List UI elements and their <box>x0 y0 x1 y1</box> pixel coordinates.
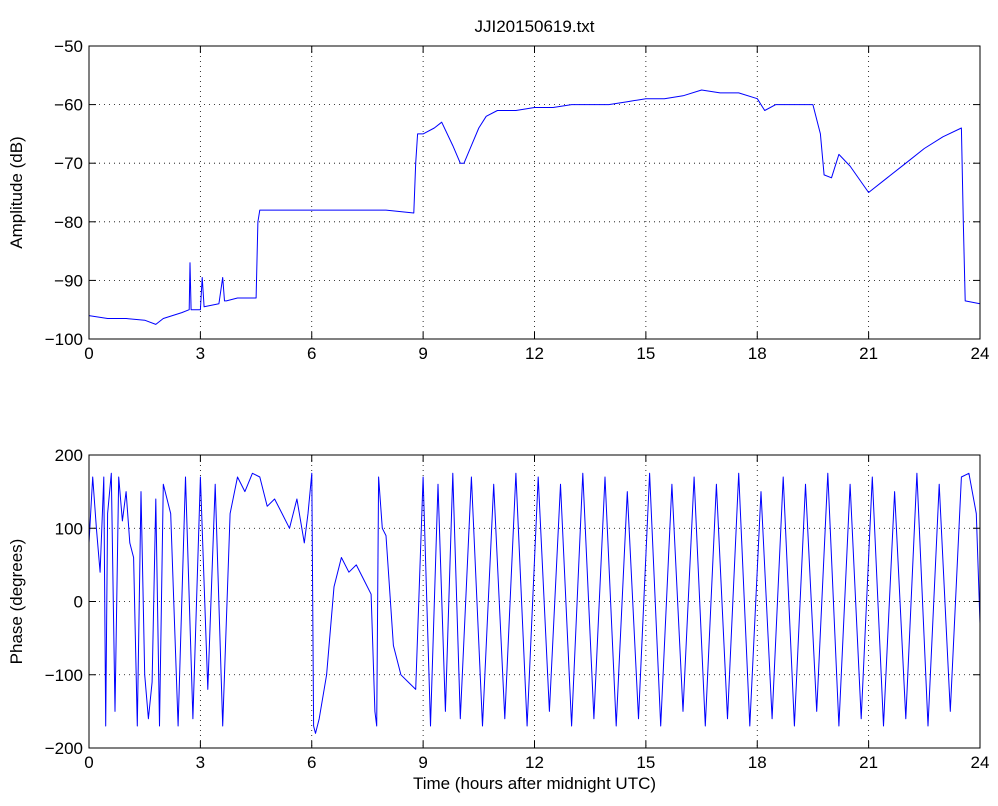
y-tick-label: −200 <box>45 739 83 758</box>
x-tick-label: 6 <box>307 344 316 363</box>
amplitude-series-line <box>88 89 981 325</box>
amplitude-chart: 0 3 6 9 12 15 18 21 24 −100 −90 −80 −70 −60 −50 JJI2015… <box>7 17 989 363</box>
chart-title: JJI20150619.txt <box>474 17 594 36</box>
y-tick-label: −90 <box>54 271 83 290</box>
x-tick-label: 3 <box>196 753 205 772</box>
plot-area <box>89 46 980 339</box>
phase-chart: 0 3 6 9 12 15 18 21 24 −200 −100 0 100 200 Time (hours… <box>7 446 989 793</box>
x-tick-label: 18 <box>748 344 767 363</box>
y-tick-label: −50 <box>54 37 83 56</box>
x-tick-label: 21 <box>859 344 878 363</box>
x-tick-label: 0 <box>84 753 93 772</box>
x-tick-label: 24 <box>971 753 990 772</box>
x-tick-label: 24 <box>971 344 990 363</box>
y-tick-label: 200 <box>55 446 83 465</box>
y-tick-label: 100 <box>55 519 83 538</box>
x-tick-label: 3 <box>196 344 205 363</box>
y-axis-label: Phase (degrees) <box>7 539 26 665</box>
y-axis-label: Amplitude (dB) <box>7 136 26 248</box>
y-tick-label: −70 <box>54 154 83 173</box>
y-tick-label: 0 <box>74 593 83 612</box>
x-tick-label: 21 <box>859 753 878 772</box>
x-tick-label: 9 <box>418 344 427 363</box>
x-tick-label: 15 <box>636 753 655 772</box>
phase-series-line <box>88 472 981 734</box>
y-tick-label: −100 <box>45 330 83 349</box>
x-tick-label: 9 <box>418 753 427 772</box>
x-tick-label: 6 <box>307 753 316 772</box>
y-tick-label: −60 <box>54 96 83 115</box>
x-tick-label: 18 <box>748 753 767 772</box>
x-tick-label: 0 <box>84 344 93 363</box>
x-axis-label: Time (hours after midnight UTC) <box>413 774 656 793</box>
y-tick-label: −80 <box>54 213 83 232</box>
x-tick-label: 12 <box>525 344 544 363</box>
x-tick-label: 15 <box>636 344 655 363</box>
y-tick-label: −100 <box>45 666 83 685</box>
x-tick-label: 12 <box>525 753 544 772</box>
